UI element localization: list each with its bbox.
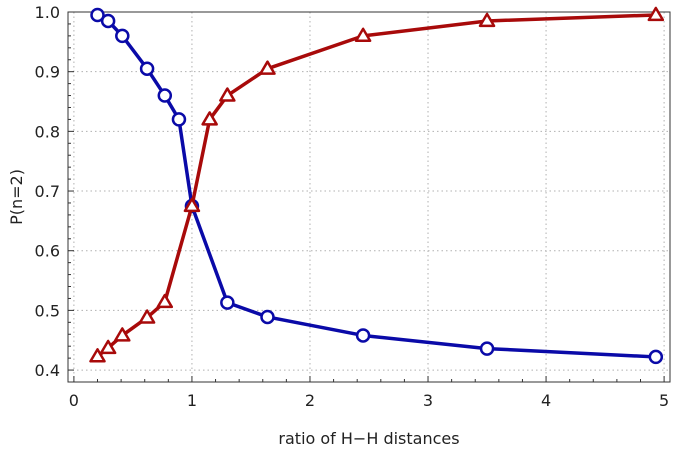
data-point bbox=[138, 309, 156, 324]
data-point bbox=[220, 295, 235, 310]
x-tick-label: 2 bbox=[305, 391, 315, 410]
series-line bbox=[96, 13, 656, 358]
data-point bbox=[355, 328, 371, 343]
x-tick-label: 4 bbox=[541, 391, 551, 410]
data-point bbox=[139, 61, 155, 76]
data-point bbox=[648, 349, 664, 365]
data-point bbox=[114, 327, 131, 342]
y-tick-label: 0.4 bbox=[35, 361, 60, 380]
series-1 bbox=[90, 7, 664, 365]
y-tick-label: 0.6 bbox=[35, 242, 60, 261]
data-point bbox=[171, 112, 187, 127]
y-tick-label: 0.8 bbox=[35, 122, 60, 141]
data-point bbox=[354, 27, 372, 43]
data-point bbox=[260, 309, 275, 325]
data-point bbox=[479, 341, 495, 356]
data-point bbox=[99, 339, 117, 355]
plot-frame bbox=[67, 11, 671, 383]
y-tick-label: 0.7 bbox=[35, 182, 60, 201]
y-tick-label: 1.0 bbox=[35, 3, 60, 22]
x-axis-label: ratio of H−H distances bbox=[278, 429, 459, 448]
x-tick-label: 1 bbox=[187, 391, 197, 410]
y-tick-label: 0.5 bbox=[35, 301, 60, 320]
data-point bbox=[156, 293, 174, 309]
x-tick-label: 5 bbox=[659, 391, 669, 410]
data-point bbox=[157, 88, 173, 103]
series-line bbox=[96, 13, 656, 359]
data-point bbox=[89, 348, 106, 363]
data-point bbox=[478, 12, 496, 28]
y-axis-label: P(n=2) bbox=[7, 169, 26, 225]
x-tick-label: 0 bbox=[69, 391, 79, 410]
data-point bbox=[115, 28, 130, 44]
series-2 bbox=[89, 6, 665, 363]
grid-lines bbox=[68, 11, 670, 382]
data-point bbox=[259, 60, 276, 75]
data-point bbox=[100, 13, 116, 29]
data-point bbox=[647, 6, 665, 22]
series-group bbox=[89, 6, 665, 365]
data-point bbox=[183, 197, 201, 213]
y-tick-label: 0.9 bbox=[35, 63, 60, 82]
x-tick-label: 3 bbox=[423, 391, 433, 410]
data-point bbox=[201, 111, 218, 126]
data-point bbox=[90, 7, 105, 23]
data-point bbox=[219, 87, 236, 102]
axis-ticks: 0 1 2 3 4 5 0.4 0.5 0.6 0.7 0.8 0.9 1.0 bbox=[35, 3, 670, 410]
